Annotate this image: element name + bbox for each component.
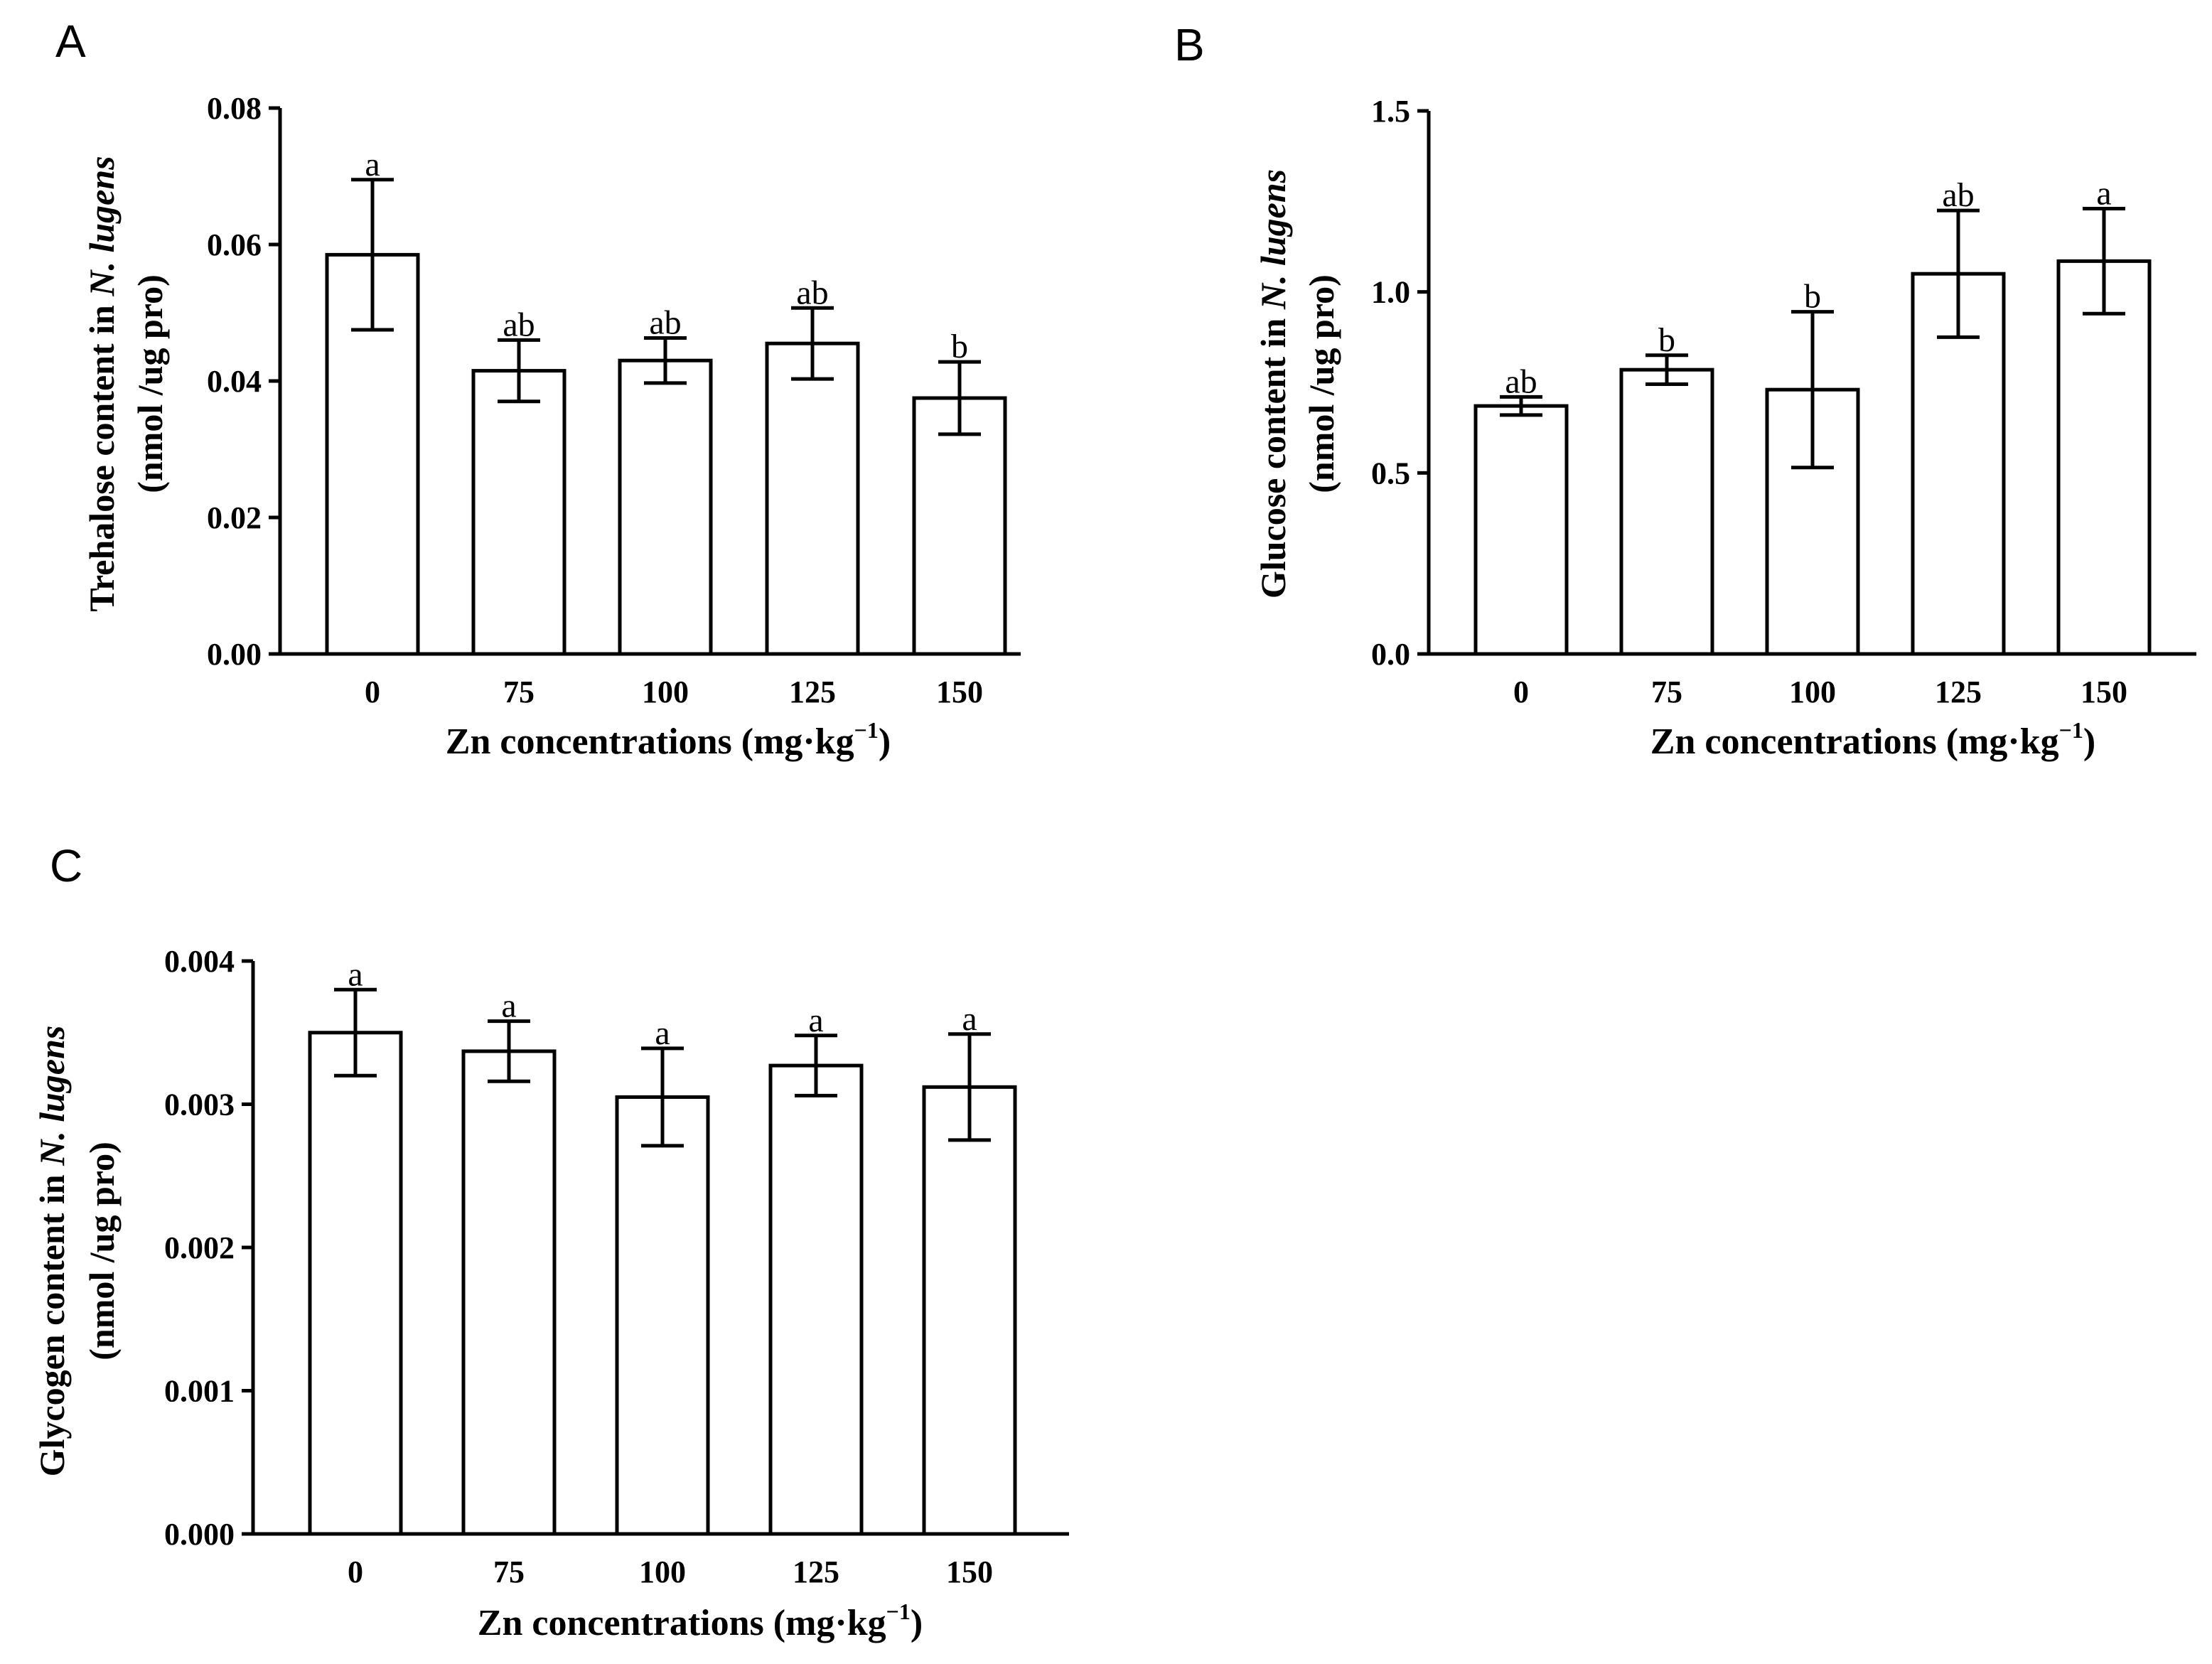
- significance-label: ab: [503, 306, 535, 343]
- significance-label: a: [808, 1002, 823, 1039]
- y-axis-title-c: Glycogen content in N. lugens: [32, 1026, 72, 1477]
- x-tick-label: 125: [1935, 675, 1982, 709]
- x-tick-label: 150: [936, 675, 983, 709]
- bar: [471, 369, 567, 656]
- x-axis-title-c: Zn concentrations (mg·kg−1): [478, 1599, 923, 1643]
- y-tick-label: 0.004: [164, 944, 235, 979]
- y-tick-label: 0.5: [1371, 456, 1410, 490]
- significance-label: a: [2096, 175, 2111, 213]
- significance-label: a: [962, 1000, 977, 1038]
- y-axis-title-a-units: (nmol /ug pro): [130, 274, 170, 493]
- y-tick-label: 0.000: [164, 1517, 235, 1552]
- x-tick-label: 125: [793, 1555, 839, 1589]
- significance-label: b: [951, 328, 968, 365]
- significance-label: b: [1658, 321, 1675, 359]
- panel-label-a: A: [55, 16, 86, 67]
- chart-panel-c: C Glycogen content in N. lugens (nmol /u…: [32, 840, 1069, 1643]
- y-axis-title-c-units: (nmol /ug pro): [82, 1142, 122, 1360]
- x-tick-label: 0: [348, 1555, 363, 1589]
- bar: [912, 396, 1007, 656]
- bar: [765, 341, 860, 656]
- chart-panel-b: B Glucose content in N. lugens (nmol /ug…: [1174, 19, 2196, 762]
- bar: [1619, 367, 1714, 656]
- significance-label: b: [1804, 278, 1821, 316]
- y-tick-label: 0.06: [207, 227, 262, 262]
- significance-label: ab: [1942, 176, 1974, 214]
- significance-label: a: [365, 146, 380, 183]
- significance-label: ab: [649, 304, 681, 342]
- y-tick-label: 0.003: [164, 1088, 235, 1122]
- y-tick-label: 0.08: [207, 91, 262, 126]
- bar: [2056, 259, 2152, 656]
- bar: [461, 1049, 557, 1536]
- x-tick-label: 100: [642, 675, 689, 709]
- significance-label: a: [655, 1014, 670, 1052]
- x-tick-label: 150: [946, 1555, 993, 1589]
- y-tick-label: 1.0: [1371, 275, 1410, 310]
- y-tick-label: 0.002: [164, 1230, 235, 1265]
- bar: [922, 1085, 1017, 1536]
- x-tick-label: 75: [1651, 675, 1682, 709]
- panel-label-c: C: [50, 840, 82, 891]
- x-tick-label: 75: [503, 675, 535, 709]
- x-tick-label: 0: [1513, 675, 1529, 709]
- y-tick-label: 0.001: [164, 1374, 235, 1409]
- y-axis-title-a: Trehalose content in N. lugens: [82, 156, 122, 611]
- significance-label: a: [501, 987, 516, 1025]
- y-tick-label: 0.04: [207, 364, 262, 399]
- y-tick-label: 0.0: [1371, 637, 1410, 672]
- y-tick-label: 0.02: [207, 500, 262, 535]
- x-tick-label: 150: [2081, 675, 2127, 709]
- significance-label: ab: [796, 274, 828, 311]
- panel-label-b: B: [1174, 19, 1205, 70]
- bar: [768, 1063, 864, 1536]
- significance-label: ab: [1505, 363, 1537, 400]
- x-tick-label: 100: [1789, 675, 1836, 709]
- bar: [618, 358, 713, 656]
- x-tick-label: 0: [365, 675, 380, 709]
- y-tick-label: 0.00: [207, 637, 262, 672]
- y-axis-title-b: Glucose content in N. lugens: [1253, 169, 1293, 598]
- x-tick-label: 125: [789, 675, 836, 709]
- chart-panel-a: A Trehalose content in N. lugens (nmol /…: [55, 16, 1021, 762]
- x-axis-title-a: Zn concentrations (mg·kg−1): [446, 717, 891, 762]
- significance-label: a: [348, 955, 363, 993]
- bar: [308, 1031, 403, 1536]
- y-tick-label: 1.5: [1371, 94, 1410, 129]
- bar: [1473, 404, 1569, 656]
- x-tick-label: 75: [493, 1555, 525, 1589]
- x-axis-title-b: Zn concentrations (mg·kg−1): [1650, 717, 2095, 762]
- bar: [615, 1095, 710, 1536]
- y-axis-title-b-units: (nmol /ug pro): [1301, 274, 1341, 493]
- x-tick-label: 100: [639, 1555, 686, 1589]
